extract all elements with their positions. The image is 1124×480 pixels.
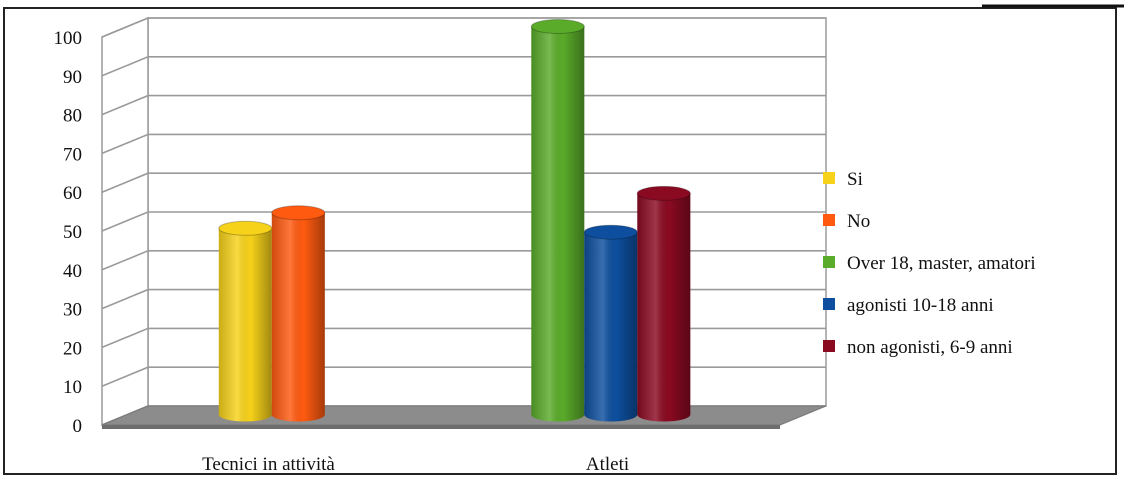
y-tick-label: 80 (63, 106, 82, 127)
bar-top (530, 19, 585, 35)
bar-top (218, 220, 273, 236)
bar (271, 205, 326, 422)
bar-shading (637, 193, 691, 422)
y-tick-label: 90 (63, 67, 82, 88)
gridline (101, 94, 826, 116)
bar-top (271, 205, 326, 221)
legend-swatch (823, 256, 835, 268)
bar-top (583, 224, 638, 240)
y-tick-label: 10 (63, 377, 82, 398)
bar (218, 220, 273, 422)
bar-shading (271, 212, 325, 422)
y-tick-label: 70 (63, 144, 82, 165)
bar (636, 185, 691, 422)
gridline (101, 172, 826, 193)
gridline (101, 211, 826, 232)
y-tick-label: 50 (63, 222, 82, 243)
y-tick-label: 30 (63, 300, 82, 321)
y-tick-label: 0 (73, 416, 83, 437)
y-tick-label: 40 (63, 261, 82, 282)
legend-label: non agonisti, 6-9 anni (847, 337, 1013, 358)
chart-frame (3, 7, 1117, 475)
legend: Si No Over 18, master, amatori agonisti 10-… (823, 169, 1036, 358)
gridline (101, 17, 826, 38)
y-tick-label: 60 (63, 183, 82, 204)
bar-shading (584, 232, 638, 422)
legend-swatch (823, 214, 835, 226)
plot-floor-edge (102, 425, 780, 429)
bar-shading (531, 26, 585, 422)
x-category-label: Tecnici in attività (202, 454, 335, 475)
bar-top (636, 185, 691, 201)
gridline (101, 55, 826, 77)
bar-shading (218, 228, 272, 422)
bar (583, 224, 638, 422)
gridline (101, 133, 826, 155)
y-tick-label: 100 (54, 28, 83, 49)
y-tick-label: 20 (63, 338, 82, 359)
legend-label: No (847, 211, 870, 232)
legend-label: agonisti 10-18 anni (847, 295, 994, 316)
x-category-label: Atleti (586, 454, 629, 475)
bar (530, 19, 585, 422)
legend-swatch (823, 172, 835, 184)
legend-label: Over 18, master, amatori (847, 253, 1036, 274)
plot-floor (101, 405, 827, 426)
legend-label: Si (847, 169, 863, 190)
legend-swatch (823, 340, 835, 352)
legend-swatch (823, 298, 835, 310)
